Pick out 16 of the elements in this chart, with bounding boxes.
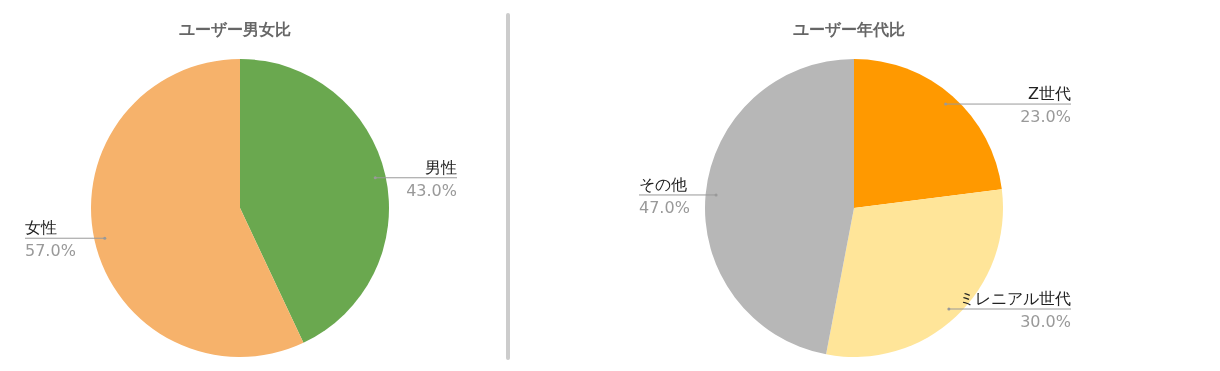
data-label: 30.0% [1020, 312, 1071, 332]
pie-slice [854, 59, 1002, 208]
data-label: 23.0% [1020, 107, 1071, 127]
chart-title: ユーザー年代比 [792, 20, 906, 41]
slice-label: 男性 [425, 157, 457, 177]
slice-label: ミレニアル世代 [959, 289, 1071, 309]
data-label: 47.0% [639, 197, 690, 217]
data-label: 57.0% [25, 241, 76, 261]
slice-label: 女性 [25, 218, 57, 238]
chart-title: ユーザー男女比 [178, 20, 292, 41]
pie-slice [91, 59, 304, 357]
slice-label: その他 [639, 174, 687, 194]
slice-label: Z世代 [1028, 84, 1071, 104]
pie-slice [705, 59, 854, 355]
pie-slice [240, 59, 389, 343]
data-label: 43.0% [406, 180, 457, 200]
